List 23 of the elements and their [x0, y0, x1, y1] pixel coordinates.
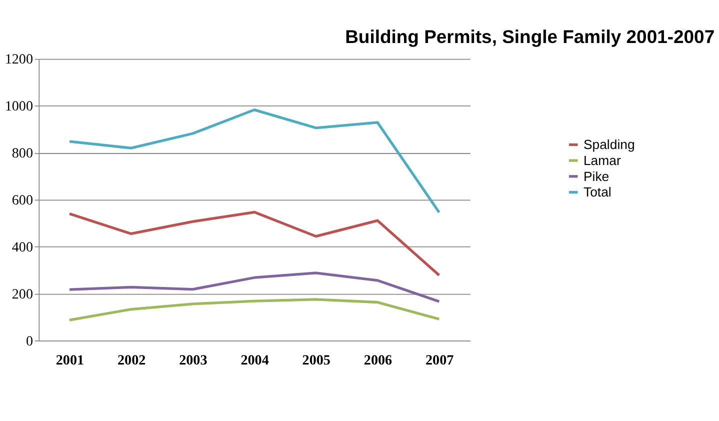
y-tick-label: 400 — [12, 239, 33, 256]
line-series — [68, 210, 440, 277]
x-tick-label: 2007 — [426, 352, 454, 369]
x-tick-label: 2005 — [302, 352, 330, 369]
line-series — [68, 272, 440, 303]
y-tick-label: 600 — [12, 192, 33, 209]
y-tick-label: 800 — [12, 146, 33, 162]
y-tick-label: 200 — [12, 286, 33, 302]
legend-label: Pike — [583, 168, 610, 184]
legend-label: Spalding — [583, 137, 635, 152]
x-tick-label: 2001 — [56, 352, 84, 369]
y-tick-label: 1000 — [4, 98, 33, 115]
y-tick-label: 0 — [26, 333, 33, 350]
legend-label: Total — [583, 184, 612, 200]
line-series — [68, 108, 440, 214]
y-tick-label: 1200 — [4, 52, 33, 68]
x-tick-label: 2003 — [179, 352, 208, 369]
line-series — [68, 298, 440, 322]
x-tick-label: 2004 — [240, 352, 269, 369]
x-tick-label: 2002 — [117, 352, 146, 369]
text: Building Permits, Single Family 2001-2007 — [345, 26, 715, 48]
x-tick-label: 2006 — [364, 352, 392, 369]
legend-label: Lamar — [583, 152, 622, 168]
